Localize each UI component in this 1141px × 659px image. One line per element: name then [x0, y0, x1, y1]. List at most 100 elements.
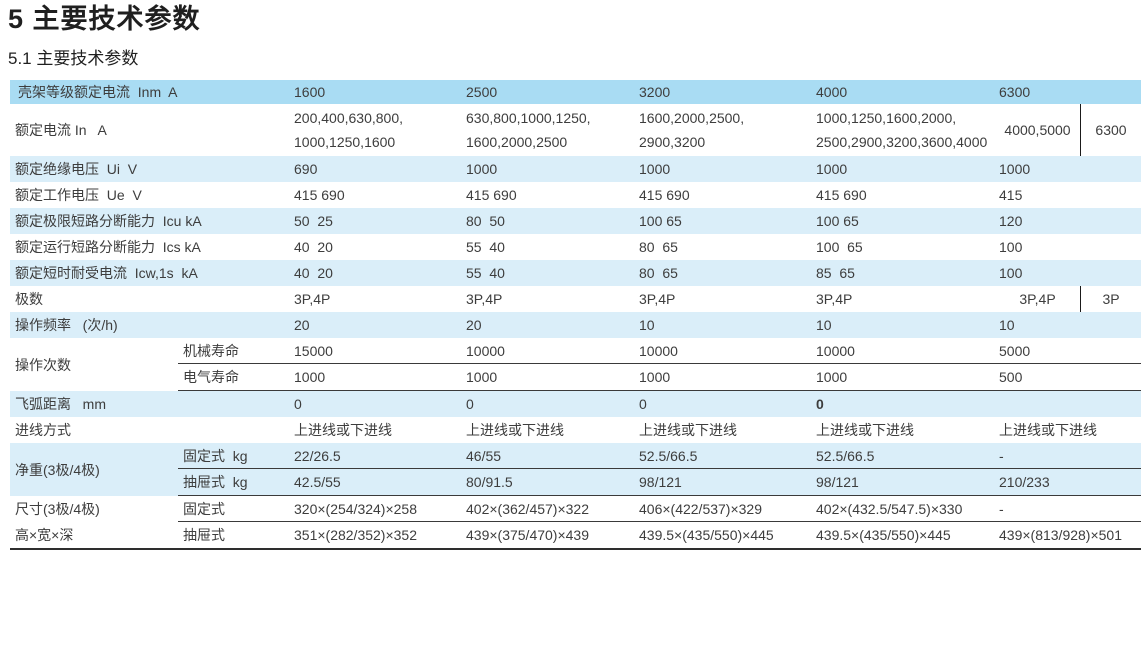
row-mech-life: 机械寿命 15000 10000 10000 10000 5000 — [178, 338, 1141, 364]
cell-value: 100 — [999, 265, 1023, 281]
row-label: 飞弧距离 mm — [15, 396, 106, 412]
cell-value: 上进线或下进线 — [999, 422, 1097, 438]
cell-value: 1000 — [999, 161, 1031, 177]
cell-value: 10 — [816, 317, 832, 333]
cell-value: 351×(282/352)×352 — [294, 527, 417, 543]
cell-value: 42.5/55 — [294, 474, 341, 490]
cell-value: 690 — [294, 161, 318, 177]
cell-value: 3P,4P — [816, 291, 853, 307]
row-sublabel: 电气寿命 — [183, 369, 239, 385]
cell-value: 439.5×(435/550)×445 — [816, 527, 951, 543]
row-rated-current: 额定电流 In A 200,400,630,800, 1000,1250,160… — [10, 104, 1141, 156]
cell-value: 6300 — [1095, 122, 1127, 138]
row-label: 额定绝缘电压 Ui V — [15, 161, 138, 177]
cell-value: 402×(432.5/547.5)×330 — [816, 500, 963, 517]
cell-value: 10000 — [816, 342, 855, 359]
cell-value: 120 — [999, 213, 1023, 229]
cell-value: 80 65 — [639, 239, 678, 255]
cell-value: 100 65 — [639, 213, 682, 229]
cell-value: 630,800,1000,1250, 1600,2000,2500 — [466, 110, 591, 150]
section-op-cycles: 操作次数 机械寿命 15000 10000 10000 10000 5000 电… — [10, 338, 1141, 391]
split-divider — [1080, 286, 1081, 312]
cell-value: 55 40 — [466, 265, 505, 281]
cell-value: 20 — [466, 317, 482, 333]
cell-value: 3P — [1102, 291, 1120, 307]
row-label: 尺寸(3极/4极) 高×宽×深 — [15, 501, 100, 543]
cell-value: 1600,2000,2500, 2900,3200 — [639, 110, 745, 150]
section-dimensions: 尺寸(3极/4极) 高×宽×深 固定式 320×(254/324)×258 40… — [10, 496, 1141, 548]
cell-value: 98/121 — [639, 474, 682, 490]
page-title: 5 主要技术参数 — [8, 4, 201, 34]
cell-value: 3P,4P — [639, 291, 676, 307]
row-dim-fixed: 固定式 320×(254/324)×258 402×(362/457)×322 … — [178, 496, 1141, 522]
cell-value: 5000 — [999, 342, 1031, 359]
cell-value: 1000 — [816, 161, 848, 177]
row-wiring: 进线方式 上进线或下进线 上进线或下进线 上进线或下进线 上进线或下进线 上进线… — [10, 417, 1141, 443]
cell-value: 15000 — [294, 342, 333, 359]
cell-value: 0 — [466, 396, 474, 412]
row-elec-life: 电气寿命 1000 1000 1000 1000 500 — [178, 364, 1141, 390]
cell-value: 415 690 — [816, 187, 867, 203]
row-poles: 极数 3P,4P 3P,4P 3P,4P 3P,4P 3P,4P 3P — [10, 286, 1141, 312]
cell-value: 上进线或下进线 — [816, 422, 914, 438]
row-ics: 额定运行短路分断能力 Ics kA 40 20 55 40 80 65 100 … — [10, 234, 1141, 260]
cell-value: 1000 — [294, 369, 326, 385]
cell-value: 1000 — [639, 369, 671, 385]
row-label: 额定短时耐受电流 Icw,1s kA — [15, 265, 198, 281]
cell-value: 100 65 — [816, 213, 859, 229]
cell-value: 3P,4P — [466, 291, 503, 307]
cell-value: 1000 — [816, 369, 848, 385]
cell-value: 4000 — [816, 84, 848, 100]
section-subtitle: 5.1 主要技术参数 — [8, 49, 139, 68]
cell-value-split: 4000,5000 6300 — [995, 104, 1141, 156]
row-label: 额定电流 In A — [15, 122, 107, 138]
spec-table: 壳架等级额定电流 Inm A 1600 2500 3200 4000 6300 … — [10, 80, 1141, 550]
cell-value: 415 — [999, 187, 1023, 203]
cell-value: 500 — [999, 369, 1023, 385]
cell-value: 52.5/66.5 — [816, 447, 875, 464]
cell-value: 80 65 — [639, 265, 678, 281]
cell-value: 10 — [639, 317, 655, 333]
row-weight-drawer: 抽屉式 kg 42.5/55 80/91.5 98/121 98/121 210… — [178, 469, 1141, 495]
cell-value: 1000 — [466, 369, 498, 385]
row-sublabel: 固定式 kg — [183, 447, 248, 464]
cell-value: 80/91.5 — [466, 474, 513, 490]
cell-value: 3200 — [639, 84, 671, 100]
cell-value: 2500 — [466, 84, 498, 100]
section-weight: 净重(3极/4极) 固定式 kg 22/26.5 46/55 52.5/66.5… — [10, 443, 1141, 496]
row-label: 额定运行短路分断能力 Ics kA — [15, 239, 201, 255]
row-sublabel: 抽屉式 kg — [183, 474, 248, 490]
cell-value: 1000 — [466, 161, 498, 177]
cell-value — [995, 391, 1141, 417]
cell-value: 210/233 — [999, 474, 1050, 490]
row-label: 极数 — [15, 291, 43, 307]
row-working-voltage: 额定工作电压 Ue V 415 690 415 690 415 690 415 … — [10, 182, 1141, 208]
cell-value: 0 — [294, 396, 302, 412]
cell-value: 上进线或下进线 — [294, 422, 392, 438]
cell-value: - — [999, 500, 1004, 517]
row-sublabel: 固定式 — [183, 500, 225, 517]
cell-value: 439×(375/470)×439 — [466, 527, 589, 543]
row-label: 额定工作电压 Ue V — [15, 187, 142, 203]
cell-value: 439×(813/928)×501 — [999, 527, 1122, 543]
cell-value: 0 — [639, 396, 647, 412]
row-label: 壳架等级额定电流 Inm A — [18, 84, 178, 100]
row-op-frequency: 操作频率 (次/h) 20 20 10 10 10 — [10, 312, 1141, 338]
row-label: 净重(3极/4极) — [15, 461, 100, 478]
cell-value: 402×(362/457)×322 — [466, 500, 589, 517]
cell-value: 10000 — [466, 342, 505, 359]
cell-value: 50 25 — [294, 213, 333, 229]
split-divider — [1080, 104, 1081, 156]
cell-value: 1000,1250,1600,2000, 2500,2900,3200,3600… — [816, 110, 988, 150]
cell-value: 1600 — [294, 84, 326, 100]
cell-value: 3P,4P — [1019, 291, 1056, 307]
cell-value: 上进线或下进线 — [466, 422, 564, 438]
cell-value: 200,400,630,800, 1000,1250,1600 — [294, 110, 403, 150]
cell-value: 20 — [294, 317, 310, 333]
cell-value: 415 690 — [466, 187, 517, 203]
cell-value: 439.5×(435/550)×445 — [639, 527, 774, 543]
row-sublabel: 机械寿命 — [183, 342, 239, 359]
cell-value: 22/26.5 — [294, 447, 341, 464]
row-icw: 额定短时耐受电流 Icw,1s kA 40 20 55 40 80 65 85 … — [10, 260, 1141, 286]
cell-value: 85 65 — [816, 265, 855, 281]
